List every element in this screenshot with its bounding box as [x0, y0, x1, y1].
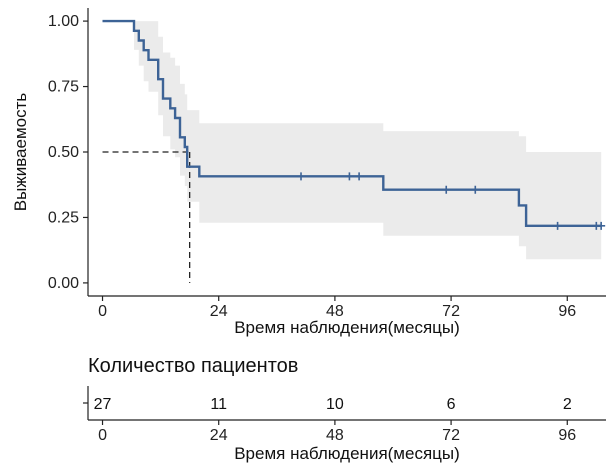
risk-count: 6 [447, 396, 456, 413]
censor-mark [597, 221, 606, 230]
risk-x-tick-label: 72 [442, 427, 460, 444]
survival-curve-group [102, 19, 602, 227]
survival-curve-line [102, 19, 602, 227]
risk-table: Количество пациентов 27 11 10 6 2 0 24 48 72 96 … [83, 355, 606, 463]
y-tick-label: 1.00 [48, 13, 79, 30]
risk-count: 11 [210, 396, 227, 413]
x-axis-title: Время наблюдения(месяцы) [234, 318, 460, 337]
y-tick-label: 0.00 [48, 275, 79, 292]
y-tick-label: 0.75 [48, 79, 79, 96]
x-tick-label: 96 [558, 303, 576, 320]
risk-count: 10 [326, 396, 344, 413]
risk-table-counts: 27 11 10 6 2 [83, 396, 572, 413]
y-axis-title: Выживаемость [11, 93, 30, 212]
censor-mark [297, 172, 306, 181]
x-tick-label: 72 [442, 303, 460, 320]
risk-table-x-axis-title: Время наблюдения(месяцы) [234, 444, 460, 463]
censor-mark [442, 185, 451, 194]
y-tick-label: 0.25 [48, 209, 79, 226]
x-tick-label: 0 [98, 303, 107, 320]
risk-table-x-ticks: 0 24 48 72 96 [98, 420, 576, 444]
survival-plot: Выживаемость 0.00 0.25 0.50 0.75 1.00 0 24 48 7… [11, 8, 606, 337]
risk-x-tick-label: 48 [326, 427, 344, 444]
censor-marks [297, 172, 606, 230]
risk-table-title: Количество пациентов [88, 355, 298, 377]
confidence-band-area [102, 21, 602, 260]
y-axis-ticks: 0.00 0.25 0.50 0.75 1.00 [48, 13, 88, 292]
x-axis-ticks: 0 24 48 72 96 [98, 296, 576, 320]
censor-mark [345, 172, 354, 181]
censor-mark [553, 221, 562, 230]
censor-mark [355, 172, 364, 181]
y-tick-label: 0.50 [48, 144, 79, 161]
x-tick-label: 24 [210, 303, 228, 320]
x-tick-label: 48 [326, 303, 344, 320]
censor-mark [471, 185, 480, 194]
risk-count: 27 [94, 396, 112, 413]
risk-x-tick-label: 24 [210, 427, 228, 444]
risk-x-tick-label: 96 [558, 427, 576, 444]
confidence-band [102, 21, 602, 260]
risk-x-tick-label: 0 [98, 427, 107, 444]
risk-count: 2 [563, 396, 572, 413]
median-survival-guide [102, 151, 191, 283]
